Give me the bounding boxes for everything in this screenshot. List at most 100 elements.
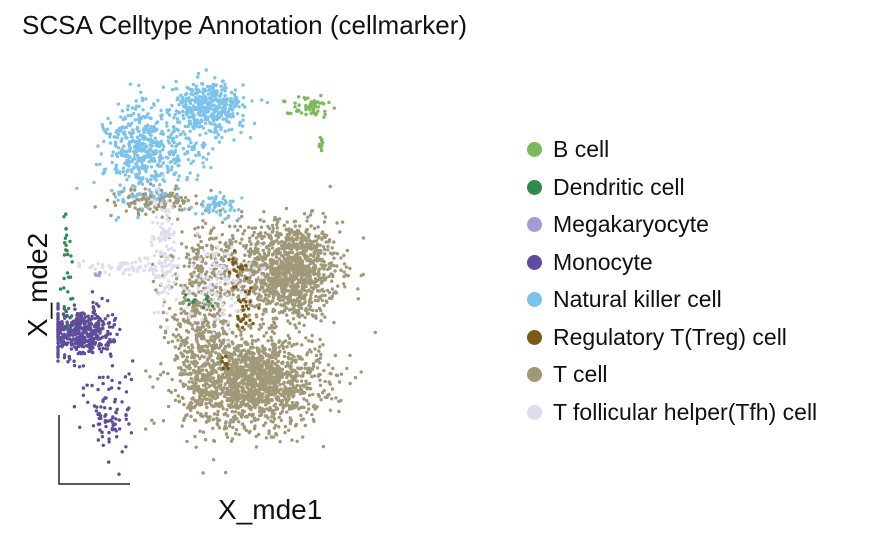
data-point	[216, 409, 220, 414]
data-point	[313, 347, 317, 351]
data-point	[196, 321, 200, 325]
data-point	[283, 308, 287, 313]
data-point	[212, 307, 216, 311]
data-point	[200, 225, 205, 229]
data-point	[251, 412, 255, 417]
data-point	[305, 387, 309, 391]
data-point	[118, 183, 122, 187]
data-point	[292, 307, 296, 311]
data-point	[143, 135, 147, 139]
data-point	[176, 186, 180, 191]
data-point	[166, 170, 170, 174]
data-point	[327, 274, 331, 279]
data-point	[234, 428, 239, 432]
data-point	[257, 234, 261, 238]
data-point	[313, 277, 318, 281]
data-point	[191, 396, 195, 400]
data-point	[193, 95, 198, 99]
data-point	[177, 163, 181, 168]
data-point	[217, 203, 221, 208]
data-point	[154, 178, 158, 182]
data-point	[113, 203, 118, 208]
data-point	[124, 209, 128, 213]
data-point	[170, 222, 174, 226]
data-point	[294, 242, 298, 246]
data-point	[215, 89, 219, 93]
data-point	[75, 186, 79, 190]
data-point	[230, 437, 235, 441]
data-point	[125, 150, 129, 154]
data-point	[264, 403, 268, 407]
data-point	[335, 252, 339, 256]
data-point	[259, 231, 263, 235]
data-point	[174, 79, 178, 84]
data-point	[294, 405, 298, 409]
data-point	[182, 349, 187, 353]
data-point	[328, 266, 332, 270]
data-point	[249, 372, 254, 376]
data-point	[299, 418, 304, 422]
data-point	[201, 391, 205, 395]
data-point	[319, 308, 323, 313]
data-point	[111, 416, 115, 420]
data-point	[297, 330, 301, 334]
data-point	[271, 253, 275, 257]
data-point	[284, 259, 289, 263]
data-point	[88, 326, 93, 330]
data-point	[172, 116, 176, 120]
data-point	[206, 92, 210, 96]
data-point	[237, 217, 241, 221]
data-point	[288, 365, 292, 369]
data-point	[207, 203, 211, 207]
data-point	[222, 338, 226, 342]
data-point	[215, 117, 220, 121]
data-point	[225, 386, 229, 390]
data-point	[238, 120, 242, 124]
data-point	[219, 91, 223, 96]
data-point	[225, 113, 229, 117]
data-point	[244, 372, 248, 376]
data-point	[104, 424, 108, 429]
data-point	[332, 320, 336, 325]
data-point	[303, 300, 307, 304]
data-point	[171, 315, 175, 319]
data-point	[250, 99, 254, 103]
data-point	[131, 128, 135, 132]
data-point	[247, 324, 251, 328]
data-point	[267, 367, 271, 371]
data-point	[56, 359, 60, 363]
data-point	[203, 344, 208, 348]
data-point	[209, 244, 214, 248]
data-point	[298, 384, 302, 388]
data-point	[99, 342, 103, 347]
data-point	[87, 317, 91, 321]
data-point	[190, 327, 195, 331]
data-point	[225, 435, 230, 439]
data-point	[141, 167, 145, 171]
data-point	[121, 169, 126, 174]
data-point	[282, 340, 286, 344]
data-point	[82, 351, 87, 356]
data-point	[316, 299, 320, 303]
data-point	[175, 98, 179, 102]
data-point	[219, 98, 223, 103]
data-point	[295, 383, 299, 388]
data-point	[133, 188, 137, 192]
data-point	[305, 382, 309, 386]
data-point	[111, 150, 115, 154]
data-point	[143, 142, 147, 147]
data-point	[287, 300, 292, 304]
data-point	[200, 105, 204, 109]
data-point	[252, 404, 257, 408]
data-point	[120, 450, 124, 454]
data-point	[244, 246, 248, 250]
data-point	[276, 353, 280, 358]
data-point	[94, 333, 99, 338]
data-point	[237, 396, 241, 400]
data-point	[184, 93, 188, 97]
data-point	[253, 305, 257, 309]
data-point	[323, 252, 327, 256]
data-point	[122, 126, 126, 130]
data-point	[286, 319, 290, 323]
